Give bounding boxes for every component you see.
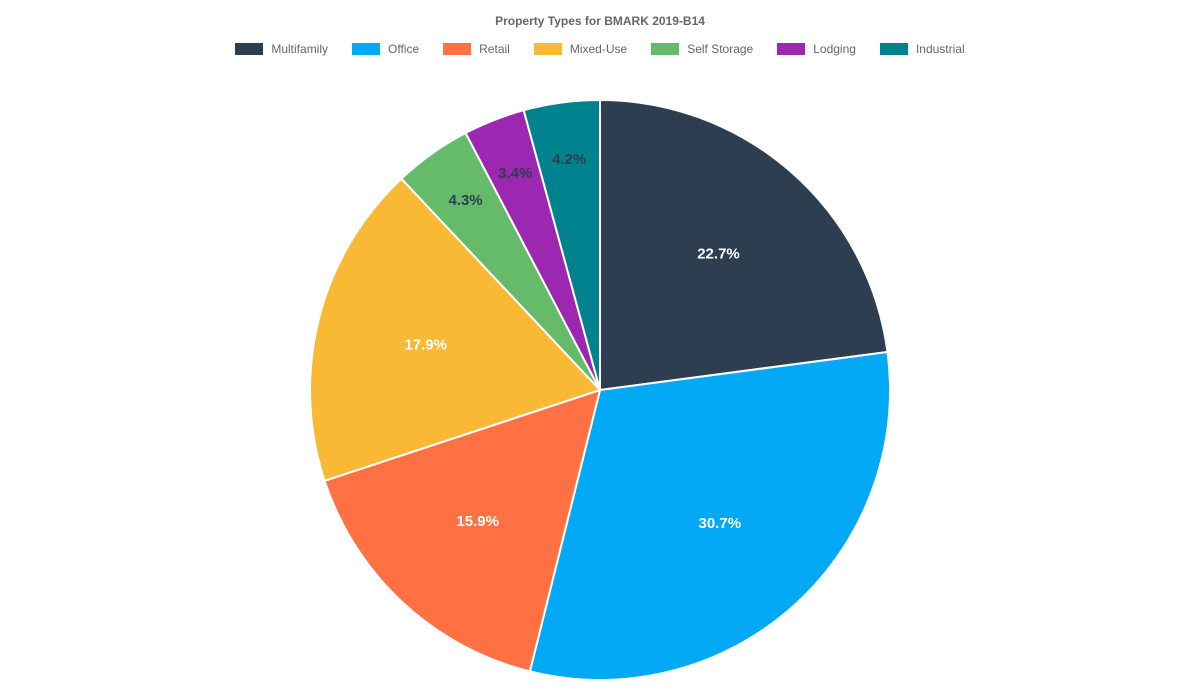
legend-label: Multifamily xyxy=(271,42,328,56)
pie-slice-label: 15.9% xyxy=(456,513,499,530)
legend-label: Retail xyxy=(479,42,510,56)
legend-item: Lodging xyxy=(777,42,856,56)
legend-swatch xyxy=(534,43,562,55)
legend-item: Multifamily xyxy=(235,42,328,56)
pie-slice-label: 30.7% xyxy=(699,515,742,532)
chart-title: Property Types for BMARK 2019-B14 xyxy=(0,0,1200,28)
legend-swatch xyxy=(235,43,263,55)
legend-label: Lodging xyxy=(813,42,856,56)
pie-slice-label: 4.3% xyxy=(448,192,482,209)
legend-swatch xyxy=(880,43,908,55)
legend-label: Self Storage xyxy=(687,42,753,56)
pie-slice-label: 22.7% xyxy=(697,246,740,263)
legend-item: Self Storage xyxy=(651,42,753,56)
legend-label: Mixed-Use xyxy=(570,42,627,56)
legend-label: Office xyxy=(388,42,419,56)
legend-swatch xyxy=(651,43,679,55)
pie-slice-label: 17.9% xyxy=(404,337,447,354)
pie-slice-label: 4.2% xyxy=(552,151,586,168)
legend-swatch xyxy=(352,43,380,55)
legend-label: Industrial xyxy=(916,42,965,56)
pie-slice-label: 3.4% xyxy=(498,165,532,182)
legend-item: Industrial xyxy=(880,42,965,56)
legend-item: Office xyxy=(352,42,419,56)
pie-slice xyxy=(600,100,887,390)
legend-item: Retail xyxy=(443,42,510,56)
pie-chart: 22.7% 30.7% 15.9% 17.9% 4.3% 3.4% 4.2% xyxy=(308,98,892,682)
legend-swatch xyxy=(777,43,805,55)
legend-swatch xyxy=(443,43,471,55)
chart-legend: Multifamily Office Retail Mixed-Use Self Sto… xyxy=(0,42,1200,56)
legend-item: Mixed-Use xyxy=(534,42,627,56)
